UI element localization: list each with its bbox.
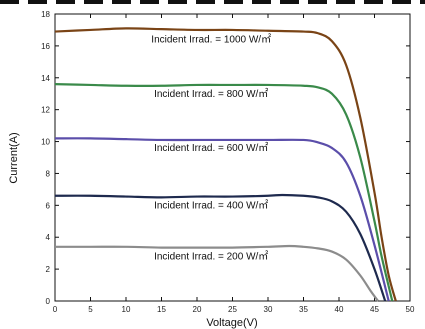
y-tick-label: 0 bbox=[46, 297, 51, 306]
y-tick-label: 12 bbox=[41, 106, 50, 115]
y-tick-label: 2 bbox=[46, 265, 51, 274]
y-axis-ticks: 0 2 4 6 8 10 12 14 16 18 bbox=[41, 10, 410, 306]
y-tick-label: 16 bbox=[41, 42, 50, 51]
curve-annotation-label: Incident Irrad. = 1000 W/㎡ bbox=[151, 34, 271, 46]
x-tick-label: 50 bbox=[406, 305, 415, 314]
x-tick-label: 35 bbox=[299, 305, 308, 314]
iv-curve-line bbox=[55, 244, 379, 302]
x-tick-label: 5 bbox=[88, 305, 93, 314]
y-axis-title: Current(A) bbox=[8, 132, 20, 183]
curve-labels: Incident Irrad. = 1000 W/㎡ Incident Irrad… bbox=[151, 34, 271, 263]
x-tick-label: 40 bbox=[335, 305, 344, 314]
x-tick-label: 20 bbox=[193, 305, 202, 314]
iv-curves bbox=[54, 27, 397, 302]
iv-curve-line bbox=[54, 137, 390, 302]
curve-annotation-label: Incident Irrad. = 400 W/㎡ bbox=[154, 200, 268, 212]
y-tick-label: 6 bbox=[46, 201, 51, 210]
x-axis-title: Voltage(V) bbox=[206, 317, 257, 329]
x-tick-label: 25 bbox=[228, 305, 237, 314]
x-tick-label: 15 bbox=[157, 305, 166, 314]
curve-annotation-label: Incident Irrad. = 200 W/㎡ bbox=[154, 251, 268, 263]
y-tick-label: 14 bbox=[41, 74, 50, 83]
curve-annotation-label: Incident Irrad. = 800 W/㎡ bbox=[154, 88, 268, 100]
x-tick-label: 10 bbox=[122, 305, 131, 314]
iv-curve-line bbox=[54, 27, 397, 302]
iv-curve-line bbox=[54, 193, 387, 302]
x-axis-ticks: 0 5 10 15 20 25 30 35 40 45 50 bbox=[53, 14, 415, 314]
iv-curve-line bbox=[54, 83, 394, 302]
y-tick-label: 8 bbox=[46, 169, 51, 178]
x-tick-label: 0 bbox=[53, 305, 58, 314]
x-tick-label: 30 bbox=[264, 305, 273, 314]
x-tick-label: 45 bbox=[370, 305, 379, 314]
y-tick-label: 10 bbox=[41, 138, 50, 147]
y-tick-label: 18 bbox=[41, 10, 50, 19]
curve-annotation-label: Incident Irrad. = 600 W/㎡ bbox=[154, 142, 268, 154]
y-tick-label: 4 bbox=[46, 233, 51, 242]
